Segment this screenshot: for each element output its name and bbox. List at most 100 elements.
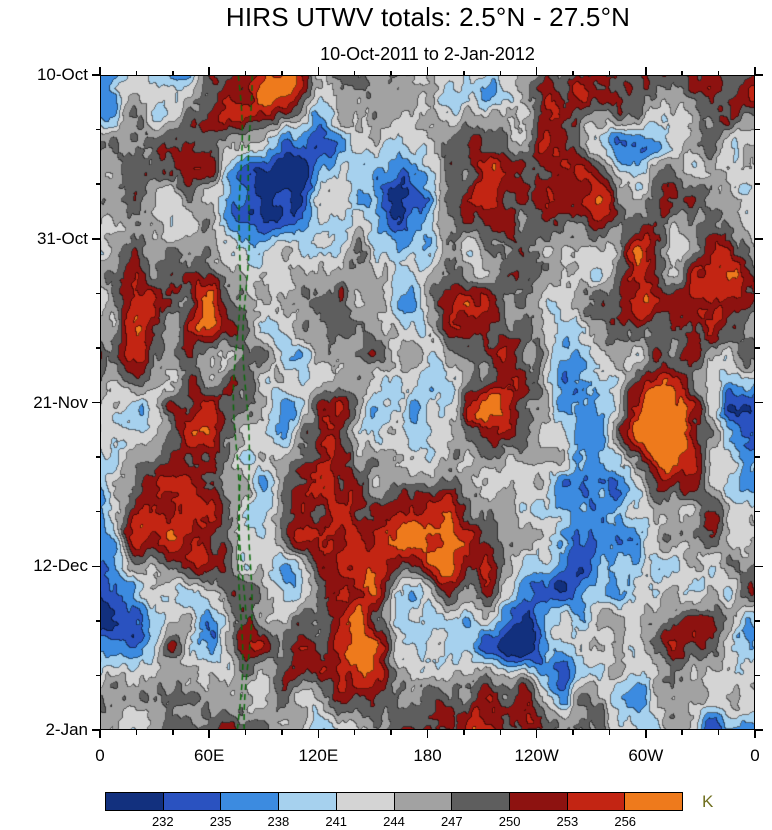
- axis-tick: [681, 70, 683, 75]
- axis-tick: [95, 292, 100, 295]
- colorbar-tick-label: 232: [151, 814, 174, 829]
- axis-tick: [755, 238, 763, 240]
- axis-tick: [754, 67, 756, 75]
- axis-tick: [244, 70, 247, 75]
- axis-tick: [755, 510, 760, 513]
- x-tick-label: 120W: [514, 746, 559, 765]
- axis-tick: [208, 730, 210, 738]
- axis-tick: [755, 128, 760, 131]
- axis-tick: [172, 730, 174, 735]
- axis-tick: [95, 510, 100, 513]
- colorbar-tick-label: 250: [498, 814, 521, 829]
- colorbar-cell: [279, 793, 337, 810]
- axis-tick: [499, 70, 502, 75]
- axis-tick: [645, 67, 647, 75]
- colorbar: 232 235 238 241 244 247 250 253 256: [105, 792, 683, 829]
- axis-tick: [317, 67, 320, 75]
- axis-tick: [463, 70, 465, 75]
- axis-tick: [681, 730, 683, 735]
- colorbar-cell: [336, 793, 395, 810]
- axis-tick: [135, 730, 138, 735]
- axis-tick: [95, 183, 100, 185]
- axis-tick: [608, 70, 611, 75]
- axis-tick: [572, 730, 574, 735]
- axis-tick: [645, 730, 647, 738]
- axis-tick: [755, 620, 760, 622]
- axis-tick: [755, 347, 760, 349]
- y-tick-label: 2-Jan: [45, 720, 88, 739]
- colorbar-cell: [625, 793, 683, 810]
- x-tick-label: 120E: [298, 746, 339, 765]
- colorbar-tick-label: 244: [383, 814, 405, 829]
- axis-tick: [95, 128, 100, 131]
- colorbar-cell: [221, 793, 280, 810]
- colorbar-tick-label: 256: [614, 814, 637, 829]
- axis-tick: [95, 620, 100, 622]
- colorbar-cell: [163, 793, 222, 810]
- axis-tick: [463, 730, 465, 735]
- x-tick-label: 60W: [628, 746, 664, 765]
- axis-tick: [281, 70, 283, 75]
- axis-tick: [755, 674, 760, 677]
- axis-tick: [426, 730, 429, 738]
- axis-tick: [535, 67, 538, 75]
- colorbar-tick-label: 247: [440, 814, 463, 829]
- axis-tick: [390, 70, 392, 75]
- colorbar-cells: [105, 792, 683, 811]
- colorbar-cell: [394, 793, 453, 810]
- axis-tick: [390, 730, 392, 735]
- axis-tick: [92, 74, 100, 76]
- colorbar-units-label: K: [702, 792, 714, 811]
- axis-tick: [754, 730, 756, 738]
- colorbar-tick-labels: 232 235 238 241 244 247 250 253 256: [105, 814, 683, 830]
- axis-tick: [755, 74, 763, 76]
- axis-tick: [99, 730, 101, 738]
- axis-tick: [755, 456, 760, 458]
- axis-tick: [426, 67, 429, 75]
- chart-title: HIRS UTWV totals: 2.5°N - 27.5°N: [225, 2, 631, 32]
- axis-tick: [755, 401, 763, 404]
- axis-tick: [244, 730, 247, 735]
- x-tick-label: 60E: [194, 746, 225, 765]
- axis-tick: [717, 70, 720, 75]
- axis-tick: [281, 730, 283, 735]
- y-tick-label: 10-Oct: [36, 65, 88, 84]
- axis-tick: [208, 67, 210, 75]
- y-tick-label: 21-Nov: [33, 392, 88, 412]
- colorbar-tick-label: 241: [325, 814, 348, 829]
- axis-tick: [717, 730, 720, 735]
- axis-tick: [317, 730, 320, 738]
- axis-tick: [608, 730, 611, 735]
- colorbar-cell: [567, 793, 626, 810]
- axis-tick: [95, 674, 100, 677]
- axis-tick: [92, 729, 100, 731]
- axis-tick: [535, 730, 538, 738]
- colorbar-cell: [452, 793, 510, 810]
- axis-tick: [92, 565, 100, 567]
- colorbar-cell: [106, 793, 164, 810]
- axis-tick: [95, 347, 100, 349]
- colorbar-tick-label: 253: [556, 814, 579, 829]
- chart-subtitle: 10-Oct-2011 to 2-Jan-2012: [320, 44, 535, 64]
- axis-tick: [755, 729, 763, 731]
- x-tick-label: 180: [413, 746, 442, 765]
- axis-tick: [353, 730, 356, 735]
- y-tick-label: 31-Oct: [36, 228, 88, 248]
- axis-tick: [135, 70, 138, 75]
- contour-field-canvas: [100, 75, 755, 730]
- colorbar-tick-label: 238: [267, 814, 290, 829]
- axis-tick: [99, 67, 101, 75]
- axis-tick: [172, 70, 174, 75]
- axis-tick: [755, 565, 763, 567]
- colorbar-cell: [509, 793, 568, 810]
- y-tick-label: 12-Dec: [33, 556, 88, 576]
- colorbar-tick-label: 235: [209, 814, 232, 829]
- axis-tick: [755, 183, 760, 185]
- axis-tick: [353, 70, 356, 75]
- axis-tick: [755, 292, 760, 295]
- x-tick-label: 0: [95, 746, 105, 765]
- axis-tick: [92, 238, 100, 240]
- axis-tick: [572, 70, 574, 75]
- plot-area: 0 60E 120E 180 120W 60W 0 10-Oct 31-Oct 21-Nov 12-…: [33, 65, 763, 765]
